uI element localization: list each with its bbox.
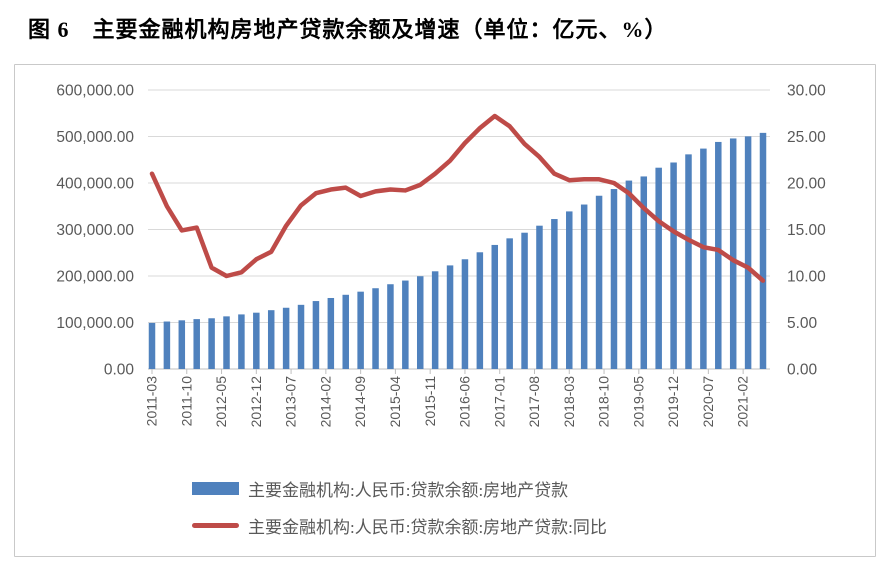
svg-text:2014-02: 2014-02 [317,376,333,428]
svg-text:2018-03: 2018-03 [561,376,577,428]
svg-text:5.00: 5.00 [787,315,818,332]
svg-text:2018-10: 2018-10 [596,376,612,428]
svg-text:2011-10: 2011-10 [178,376,194,427]
line-series-swatch [192,523,239,528]
left-axis-labels: 0.00 100,000.00 200,000.00 300,000.00 400,00… [56,83,134,379]
svg-text:2012-12: 2012-12 [248,376,264,428]
figure-title: 图 6 主要金融机构房地产贷款余额及增速（单位：亿元、%） [28,17,668,42]
legend-label-yoy: 主要金融机构:人民币:贷款余额:房地产贷款:同比 [248,518,607,537]
chart-canvas: 0.00 100,000.00 200,000.00 300,000.00 400,00… [56,83,826,428]
svg-text:600,000.00: 600,000.00 [56,83,134,100]
svg-text:500,000.00: 500,000.00 [56,129,134,146]
svg-text:200,000.00: 200,000.00 [56,269,134,286]
svg-text:2011-03: 2011-03 [144,376,160,427]
svg-text:2017-08: 2017-08 [526,376,542,428]
bar-series [148,132,767,369]
svg-text:2015-11: 2015-11 [422,376,438,427]
svg-text:2021-02: 2021-02 [735,376,751,428]
svg-text:2015-04: 2015-04 [387,376,403,428]
bar-series-swatch [192,482,239,495]
svg-text:10.00: 10.00 [787,269,826,286]
svg-text:2017-01: 2017-01 [491,376,507,428]
legend-item-yoy: 主要金融机构:人民币:贷款余额:房地产贷款:同比 [192,515,607,537]
svg-text:2014-09: 2014-09 [352,376,368,428]
chart-container: 0.00 100,000.00 200,000.00 300,000.00 400,00… [14,64,876,557]
svg-text:2012-05: 2012-05 [213,376,229,428]
yoy-line [149,113,766,283]
svg-text:30.00: 30.00 [787,83,826,100]
svg-text:0.00: 0.00 [104,362,135,379]
chart-legend: 主要金融机构:人民币:贷款余额:房地产贷款 主要金融机构:人民币:贷款余额:房地… [192,478,607,552]
right-axis-labels: 0.00 5.00 10.00 15.00 20.00 25.00 30.00 [787,83,826,379]
svg-text:15.00: 15.00 [787,222,826,239]
svg-text:25.00: 25.00 [787,129,826,146]
svg-text:400,000.00: 400,000.00 [56,176,134,193]
x-axis [148,368,770,374]
svg-text:300,000.00: 300,000.00 [56,222,134,239]
svg-text:2019-12: 2019-12 [665,376,681,428]
svg-text:20.00: 20.00 [787,176,826,193]
svg-text:2019-05: 2019-05 [630,376,646,428]
svg-text:2016-06: 2016-06 [457,376,473,428]
legend-label-balance: 主要金融机构:人民币:贷款余额:房地产贷款 [248,481,569,500]
svg-text:2013-07: 2013-07 [283,376,299,428]
svg-text:2020-07: 2020-07 [700,376,716,428]
gridlines [148,89,770,323]
svg-text:100,000.00: 100,000.00 [56,315,134,332]
x-axis-labels: 2011-03 2011-10 2012-05 2012-12 2013-07 2014-… [144,376,751,428]
legend-item-balance: 主要金融机构:人民币:贷款余额:房地产贷款 [192,478,607,500]
svg-text:0.00: 0.00 [787,362,818,379]
